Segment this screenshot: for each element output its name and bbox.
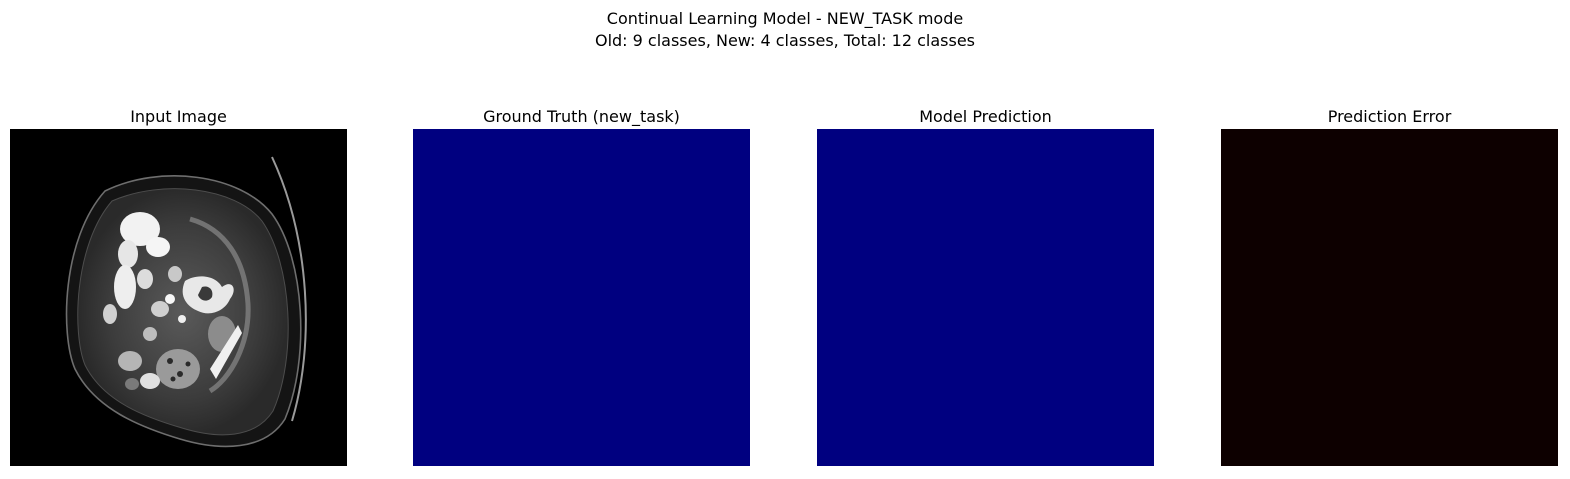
figure-title: Continual Learning Model - NEW_TASK mode… — [0, 8, 1570, 52]
input-image-panel: Input Image — [10, 107, 347, 466]
figure-title-line-1: Continual Learning Model - NEW_TASK mode — [606, 9, 964, 28]
prediction-error-title: Prediction Error — [1327, 107, 1452, 126]
input-image-title: Input Image — [130, 107, 227, 126]
prediction-error-map — [1221, 129, 1558, 466]
input-image — [10, 129, 347, 466]
ground-truth-panel: Ground Truth (new_task) — [413, 107, 750, 466]
model-prediction-mask — [817, 129, 1154, 466]
ground-truth-title: Ground Truth (new_task) — [483, 107, 680, 126]
ground-truth-mask — [413, 129, 750, 466]
model-prediction-panel: Model Prediction — [817, 107, 1154, 466]
ct-scan-image — [10, 129, 347, 466]
figure-title-line-2: Old: 9 classes, New: 4 classes, Total: 1… — [594, 31, 976, 50]
model-prediction-title: Model Prediction — [919, 107, 1052, 126]
prediction-error-panel: Prediction Error — [1221, 107, 1558, 466]
